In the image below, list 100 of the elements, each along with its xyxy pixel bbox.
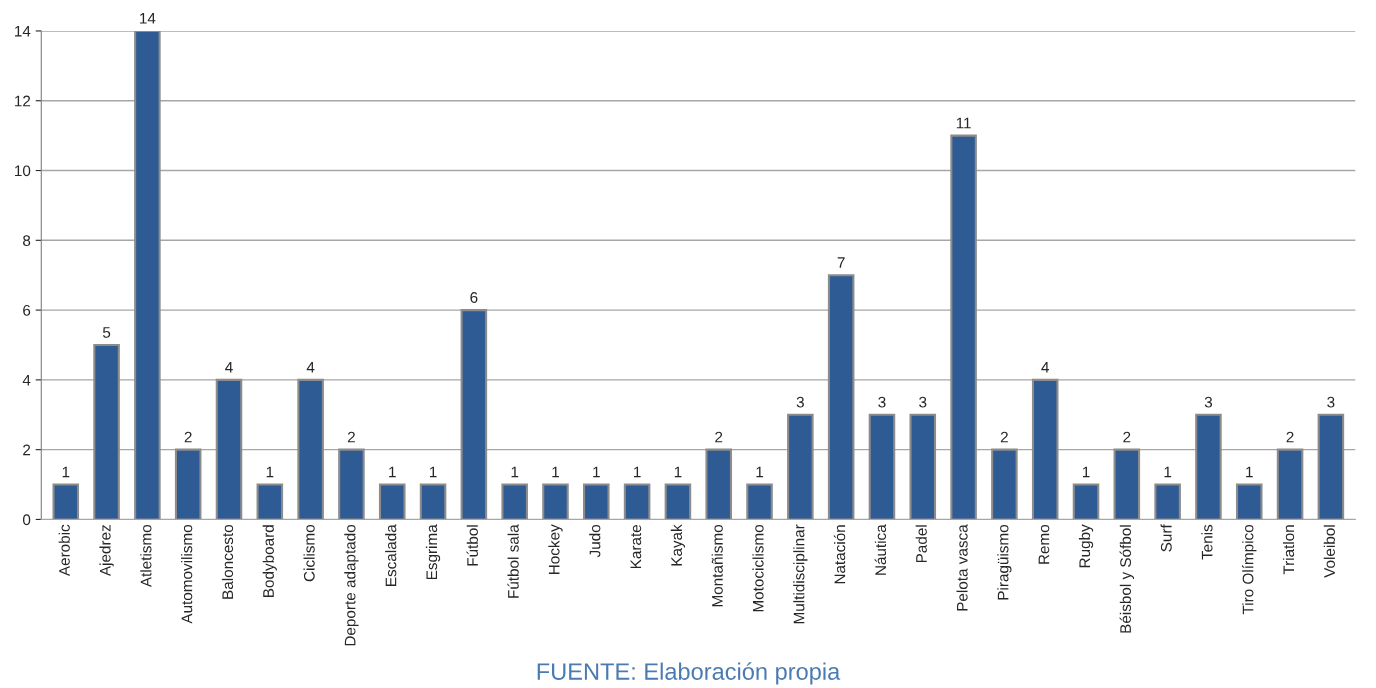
bar	[174, 448, 202, 520]
x-tick-label: Multidisciplinar	[793, 524, 808, 624]
bar	[297, 378, 324, 520]
bar	[460, 309, 488, 520]
x-tick-label: Esgrima	[425, 524, 441, 580]
bar	[419, 483, 447, 520]
data-label: 4	[1041, 362, 1050, 373]
bar	[378, 483, 406, 520]
bar	[338, 448, 365, 520]
bar	[1317, 413, 1345, 520]
data-label: 1	[634, 466, 641, 478]
bar	[93, 343, 120, 520]
x-tick-label: Hockey	[548, 524, 563, 574]
bar	[583, 483, 610, 520]
x-tick-label: Aerobic	[58, 524, 70, 577]
data-label: 1	[1246, 466, 1253, 478]
y-tick-label: 6	[23, 304, 31, 316]
bar	[991, 448, 1018, 520]
data-label: 4	[306, 362, 315, 373]
data-label: 4	[225, 362, 233, 373]
data-label: 1	[1082, 466, 1090, 478]
bar	[1195, 413, 1222, 520]
bar	[787, 413, 814, 520]
data-label: 6	[470, 292, 478, 303]
bar	[827, 274, 855, 520]
bar	[1276, 448, 1304, 520]
x-tick-label: Náutica	[874, 524, 887, 575]
y-tick-label: 8	[23, 235, 31, 246]
data-label: 1	[1164, 466, 1172, 478]
x-tick-label: Fútbol	[466, 525, 478, 566]
data-label: 1	[674, 466, 682, 478]
data-label: 14	[140, 13, 156, 24]
y-tick-label: 12	[15, 95, 31, 107]
x-tick-label: Kayak	[670, 524, 686, 566]
data-label: 1	[429, 466, 437, 478]
data-label: 2	[1123, 431, 1131, 443]
bar	[1113, 448, 1141, 520]
bar	[215, 378, 243, 520]
data-label: 3	[1327, 396, 1335, 408]
data-label: 1	[62, 466, 70, 478]
x-tick-label: Triatlon	[1282, 525, 1295, 575]
x-tick-label: Surf	[1160, 524, 1172, 552]
y-tick-label: 2	[23, 444, 31, 456]
bar	[134, 30, 161, 520]
data-label: 2	[347, 431, 355, 443]
x-tick-label: Piragüismo	[997, 524, 1012, 600]
data-label: 1	[593, 466, 600, 478]
y-tick-label: 10	[15, 165, 31, 177]
x-tick-label: Atletismo	[140, 524, 152, 588]
x-tick-label: Karate	[630, 524, 642, 569]
data-label: 3	[878, 396, 886, 408]
x-tick-label: Tiro Olímpico	[1242, 524, 1257, 615]
x-tick-label: Natación	[833, 525, 846, 584]
x-tick-label: Béisbol y Sófbol	[1119, 525, 1135, 633]
bar	[1031, 378, 1059, 520]
data-label: 2	[1286, 431, 1294, 443]
x-tick-label: Judo	[589, 524, 601, 558]
x-tick-label: Pelota vasca	[956, 524, 968, 611]
data-label: 2	[715, 431, 723, 443]
x-tick-label: Baloncesto	[221, 524, 234, 599]
data-label: 1	[389, 466, 396, 478]
x-tick-label: Escalada	[385, 524, 397, 586]
y-tick-label: 14	[15, 25, 31, 37]
data-label: 1	[552, 466, 559, 478]
data-label: 7	[837, 257, 845, 268]
bar	[623, 483, 651, 520]
y-tick-label: 4	[22, 374, 31, 386]
data-label: 2	[1000, 431, 1008, 443]
data-label: 3	[919, 396, 927, 408]
x-tick-label: Remo	[1038, 524, 1050, 564]
bar	[256, 483, 284, 520]
bar	[52, 483, 80, 520]
x-tick-label: Voleibol	[1323, 525, 1335, 578]
x-tick-label: Padel	[915, 525, 927, 563]
data-label: 11	[956, 117, 971, 129]
bar	[664, 483, 692, 520]
bar	[950, 134, 977, 520]
bar	[1235, 483, 1263, 520]
y-tick-label: 0	[22, 514, 31, 526]
bar	[1072, 483, 1100, 520]
source-note: FUENTE: Elaboración propia	[537, 662, 841, 685]
bar	[542, 483, 569, 520]
bar	[501, 483, 528, 520]
x-tick-label: Ajedrez	[99, 525, 114, 577]
x-tick-label: Ciclismo	[303, 524, 315, 582]
x-tick-label: Bodyboard	[262, 525, 277, 597]
bar	[1154, 483, 1181, 520]
bar	[868, 413, 896, 520]
x-tick-label: Rugby	[1078, 524, 1094, 568]
data-label: 5	[102, 327, 111, 338]
data-label: 2	[184, 431, 192, 443]
data-label: 1	[511, 466, 519, 478]
bar	[705, 448, 733, 520]
x-tick-label: Fútbol sala	[507, 524, 519, 598]
bar	[909, 413, 937, 520]
data-label: 3	[1204, 396, 1213, 408]
data-label: 3	[796, 396, 804, 408]
x-tick-label: Deporte adaptado	[344, 524, 359, 646]
bar	[746, 483, 773, 520]
data-label: 1	[756, 466, 764, 478]
